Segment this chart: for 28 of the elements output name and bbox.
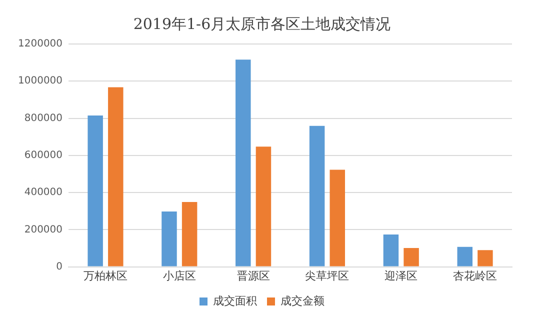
chart-title: 2019年1-6月太原市各区土地成交情况 [133, 14, 391, 33]
bar [108, 87, 124, 266]
y-tick-label: 800000 [24, 112, 63, 124]
legend-label: 成交金额 [280, 294, 324, 308]
y-tick-label: 1000000 [18, 76, 63, 87]
bar [309, 126, 325, 266]
x-tick-label: 小店区 [162, 269, 196, 282]
y-tick-label: 1200000 [18, 38, 63, 50]
bar [478, 250, 493, 266]
y-tick-label: 200000 [24, 224, 63, 236]
y-tick-label: 0 [56, 261, 63, 272]
x-tick-label: 杏花岭区 [453, 269, 498, 282]
bar [162, 211, 177, 266]
y-tick-label: 600000 [24, 150, 63, 161]
bar [256, 146, 272, 266]
x-tick-label: 晋源区 [236, 269, 270, 282]
bar [182, 202, 198, 266]
bar [88, 115, 103, 266]
bar [383, 234, 399, 266]
x-tick-label: 迎泽区 [384, 269, 418, 282]
bar [457, 246, 473, 266]
legend-label: 成交面积 [213, 294, 257, 308]
x-tick-label: 万柏林区 [83, 269, 128, 282]
y-tick-label: 400000 [24, 187, 63, 198]
x-tick-label: 尖草坪区 [305, 269, 350, 282]
bar [236, 60, 251, 266]
bar [330, 170, 346, 266]
bar [404, 248, 419, 266]
